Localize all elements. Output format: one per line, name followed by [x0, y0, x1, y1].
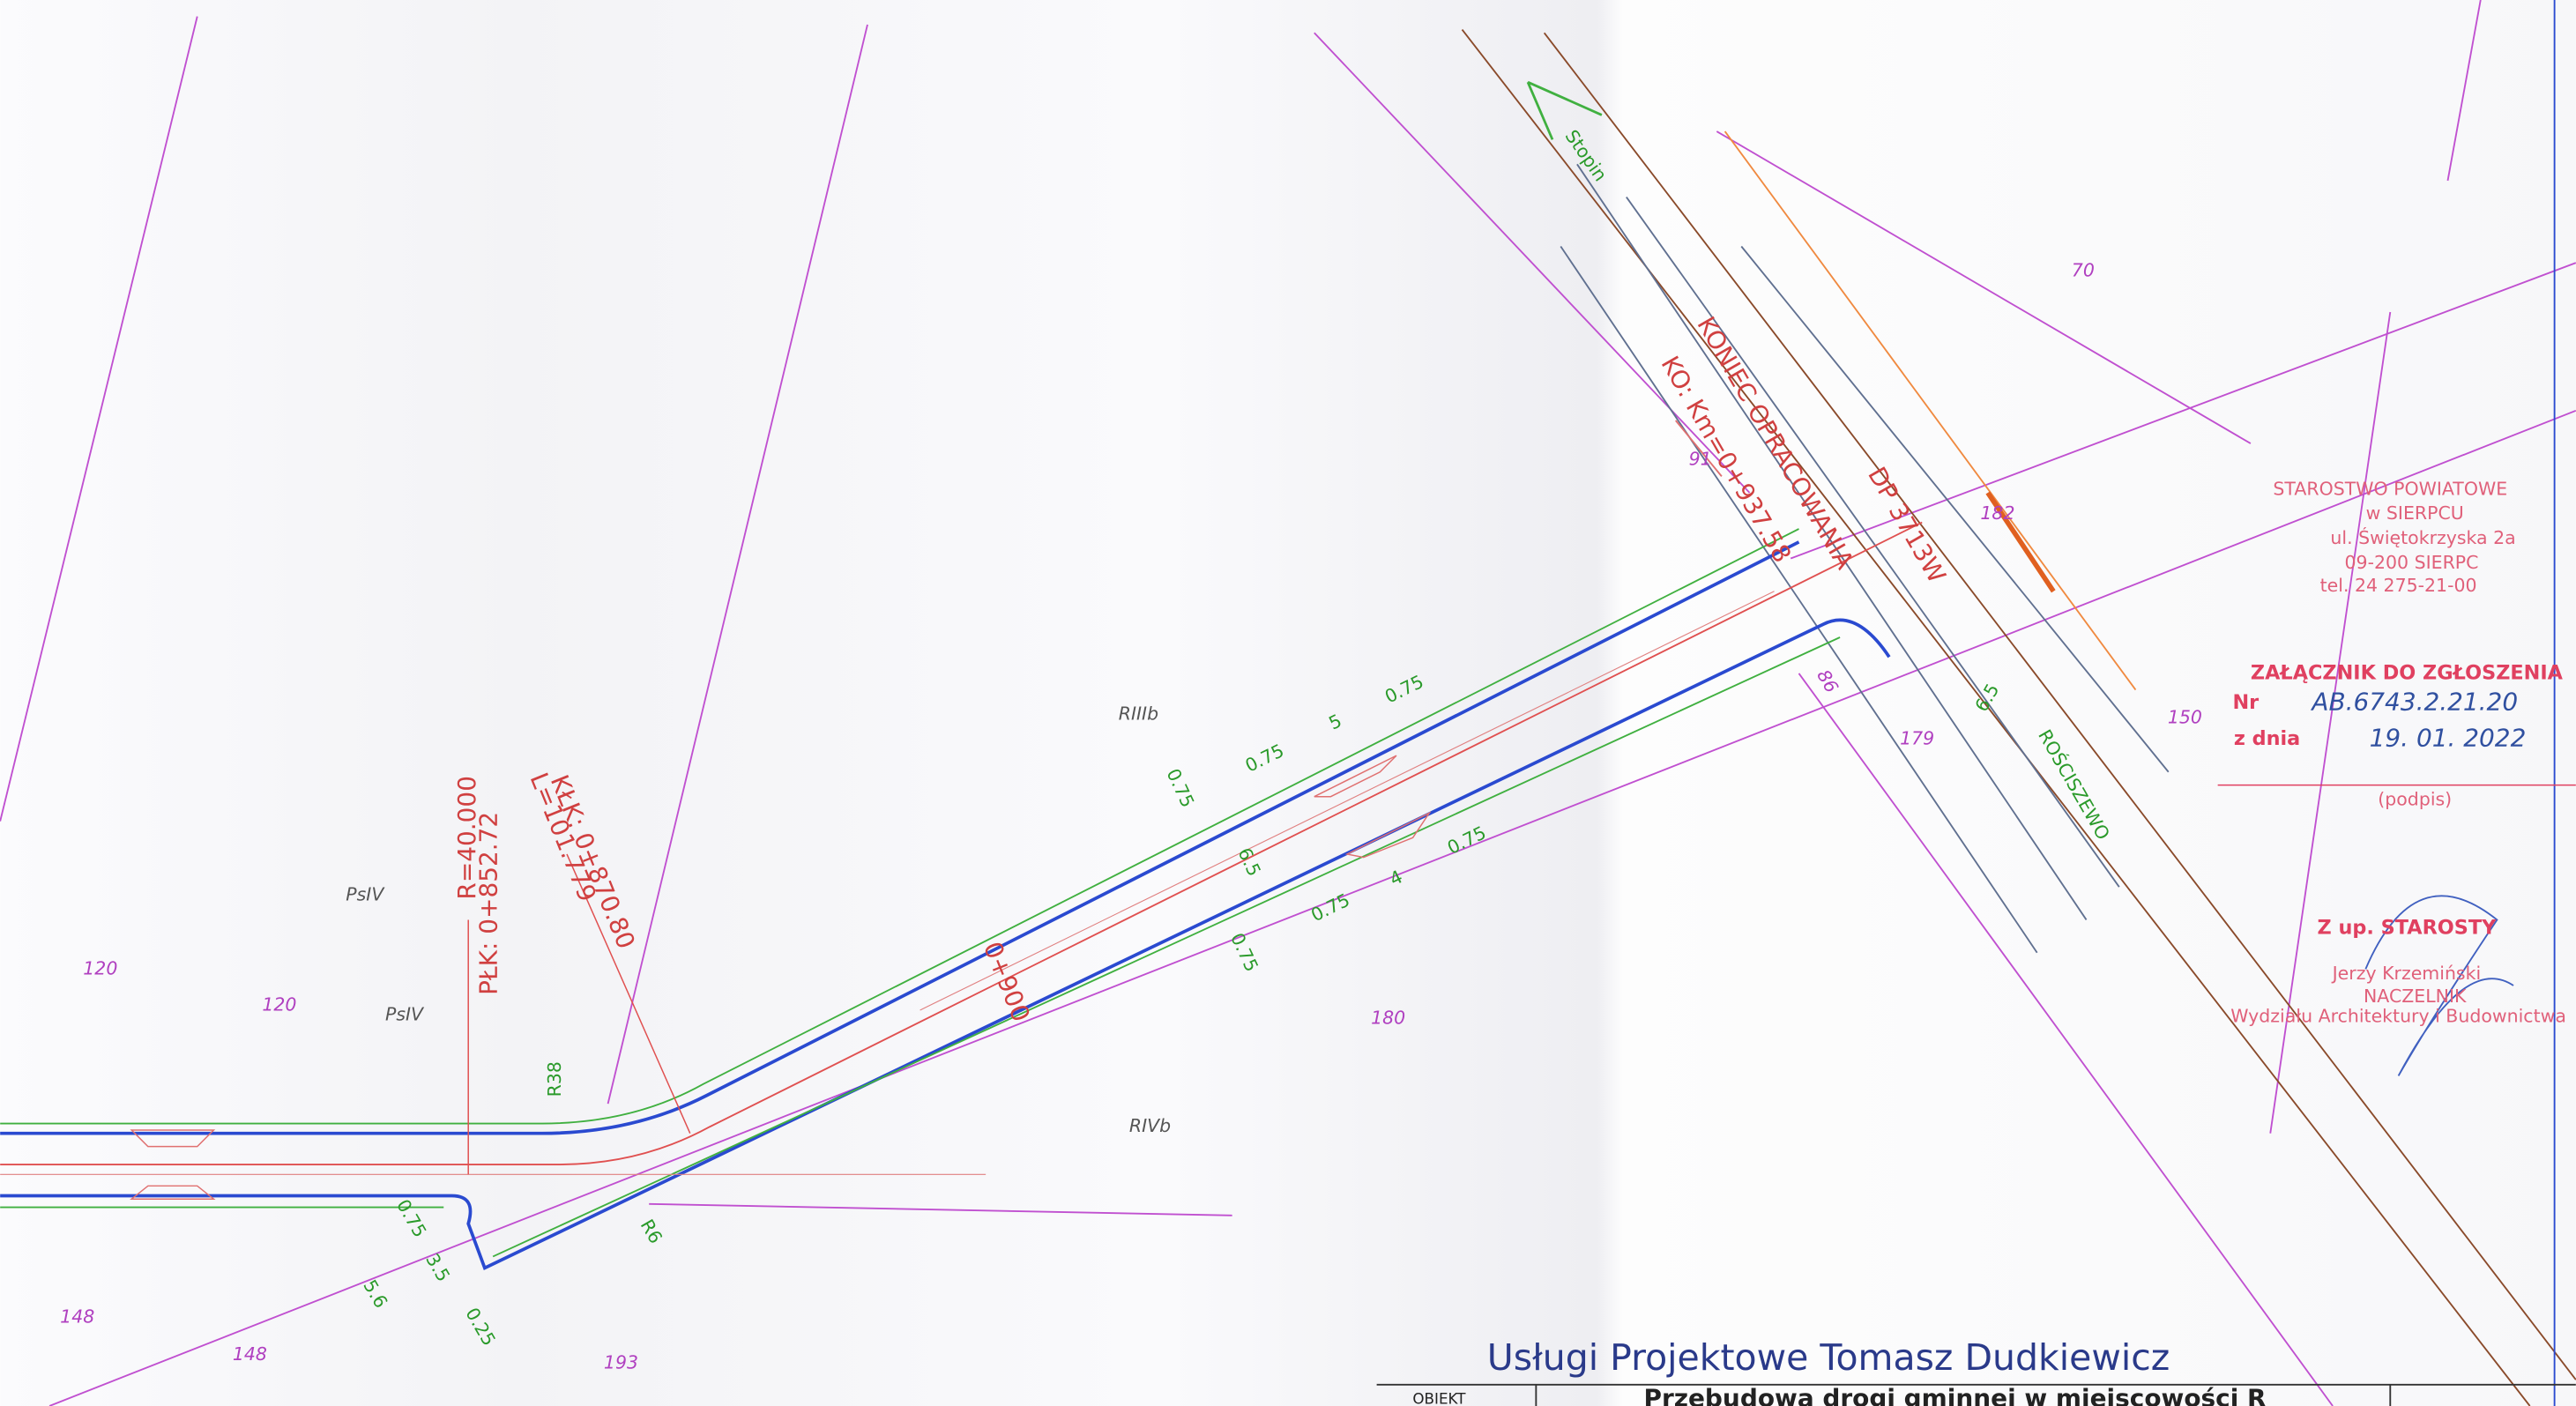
- label: 150: [2168, 706, 2202, 727]
- kerb: [1560, 245, 2038, 954]
- label: (podpis): [2378, 788, 2452, 809]
- parcel-boundary: [1790, 262, 2576, 560]
- label: STAROSTWO POWIATOWE: [2273, 478, 2507, 499]
- centerline: [0, 591, 1775, 1175]
- shoulder: [0, 636, 1841, 1258]
- parcel-boundary: [0, 16, 198, 822]
- label: PŁK: 0+852.72: [473, 812, 503, 995]
- label: 120: [83, 957, 117, 978]
- label: 148: [233, 1343, 267, 1365]
- label: Przebudowa drogi gminnej w miejscowości …: [1643, 1384, 2266, 1406]
- label: 180: [1371, 1007, 1405, 1028]
- label: 182: [1980, 502, 2014, 524]
- parcel-boundary: [1716, 130, 2252, 444]
- shoulder: [0, 528, 1799, 1125]
- label: R=40.000: [452, 776, 481, 900]
- label: tel. 24 275-21-00: [2320, 575, 2477, 596]
- parcel-boundary: [1798, 673, 2334, 1406]
- label: R38: [544, 1061, 565, 1097]
- label: RIIIb: [1119, 703, 1158, 725]
- label: Jerzy Krzemiński: [2331, 963, 2482, 984]
- arrow: [1526, 80, 1603, 140]
- title-block-border: [1376, 1383, 2576, 1406]
- kerb: [1626, 197, 2120, 888]
- label: 19. 01. 2022: [2370, 723, 2527, 752]
- road-edge: [0, 618, 1891, 1271]
- label: 193: [604, 1352, 638, 1373]
- kerb: [1576, 163, 2088, 920]
- label: 179: [1900, 727, 1934, 748]
- label: 70: [2072, 259, 2095, 280]
- label: Usługi Projektowe Tomasz Dudkiewicz: [1487, 1336, 2170, 1379]
- label: ZAŁĄCZNIK DO ZGŁOSZENIA: [2251, 661, 2564, 684]
- parcel-boundary: [1314, 32, 1751, 494]
- label: z dnia: [2234, 727, 2300, 750]
- road-edge: [0, 540, 1800, 1135]
- label: 09-200 SIERPC: [2345, 552, 2479, 573]
- road-edge: [1543, 32, 2576, 1380]
- island: [1314, 755, 1432, 859]
- label: Z up. STAROSTY: [2318, 916, 2498, 939]
- label: 148: [60, 1306, 94, 1327]
- label: PsIV: [346, 884, 385, 905]
- parcel-boundary: [2269, 311, 2392, 1134]
- label: w SIERPCU: [2366, 502, 2464, 524]
- signature: [2364, 895, 2514, 1076]
- parcel-boundary: [48, 409, 2576, 1406]
- centerline: [0, 521, 1923, 1166]
- parcel-boundary: [2446, 0, 2482, 182]
- label: ul. Świętokrzyska 2a: [2330, 526, 2515, 548]
- leader: [1675, 420, 1723, 477]
- label: AB.6743.2.21.20: [2310, 688, 2518, 717]
- label: PsIV: [385, 1004, 425, 1025]
- label: Wydziału Architektury i Budownictwa: [2230, 1005, 2566, 1026]
- leader: [467, 853, 691, 1175]
- label: Nr: [2232, 691, 2259, 714]
- kerb: [1740, 245, 2170, 773]
- road-edge: [1724, 130, 2137, 691]
- label: OBIEKT: [1412, 1390, 1466, 1406]
- parcel-boundary: [649, 1202, 1232, 1216]
- label: 91: [1689, 449, 1712, 470]
- island: [130, 1129, 216, 1200]
- label: NACZELNIK: [2364, 986, 2467, 1007]
- marking: [1985, 491, 2056, 593]
- parcel-boundary: [607, 24, 868, 1105]
- label: RIVb: [1129, 1115, 1171, 1136]
- label: 120: [262, 993, 296, 1015]
